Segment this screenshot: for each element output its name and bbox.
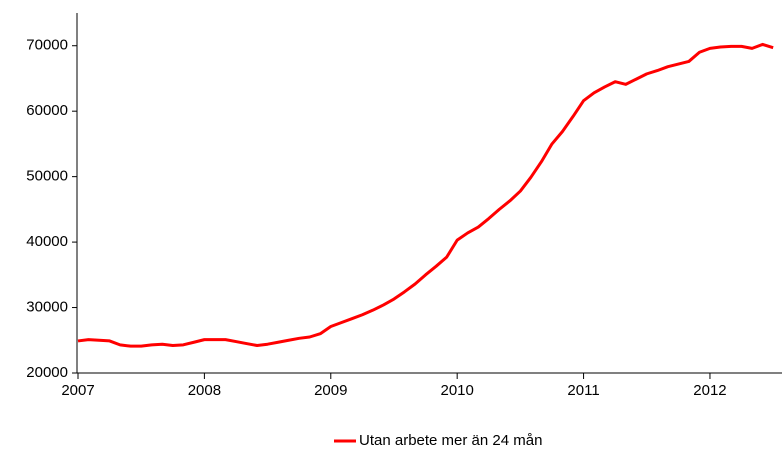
- x-tick-label: 2007: [61, 382, 94, 399]
- x-tick-label: 2012: [693, 382, 726, 399]
- data-line: [77, 42, 774, 348]
- y-tick-label: 20000: [26, 364, 68, 381]
- y-tick-label: 50000: [26, 168, 68, 185]
- x-tick-label: 2010: [440, 382, 473, 399]
- x-tick-label: 2008: [188, 382, 221, 399]
- y-tick-label: 70000: [26, 37, 68, 54]
- x-tick-label: 2011: [567, 382, 599, 399]
- y-tick-label: 60000: [26, 102, 68, 119]
- legend-label: Utan arbete mer än 24 mån: [359, 432, 542, 449]
- y-tick-label: 40000: [26, 233, 68, 250]
- y-tick-label: 30000: [26, 299, 68, 316]
- x-tick-label: 2009: [314, 382, 347, 399]
